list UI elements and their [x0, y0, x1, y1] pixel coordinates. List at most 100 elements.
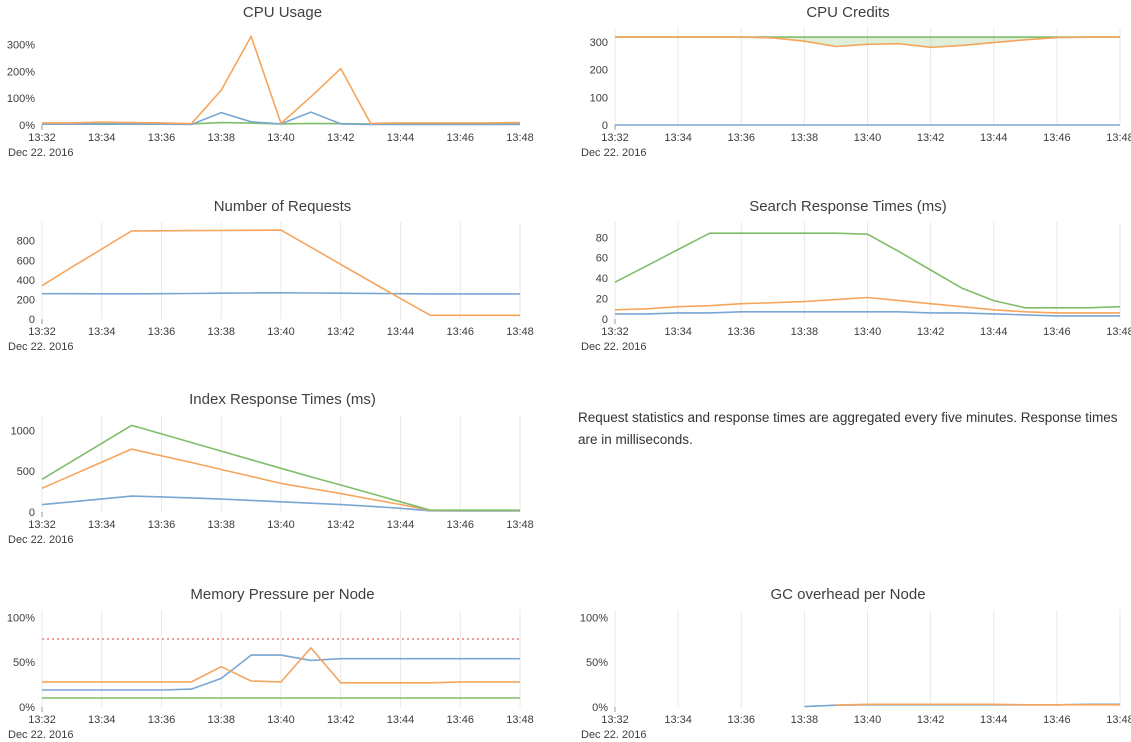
x-tick-label: 13:40 [267, 519, 295, 531]
y-tick-label: 300 [590, 37, 608, 49]
chart-plot: 0 200 400 600 800 13:32 13:34 13:36 13:38 13:40 13… [8, 222, 534, 353]
x-tick-label: 13:34 [664, 132, 692, 144]
x-tick-label: 13:40 [267, 326, 295, 338]
x-tick-label: 13:36 [148, 714, 176, 726]
series-line-orange [41, 229, 520, 317]
x-tick-label: 13:42 [327, 519, 355, 531]
date-label: Dec 22. 2016 [581, 729, 646, 741]
x-tick-label: 13:44 [387, 326, 415, 338]
y-tick-label: 200 [17, 294, 35, 306]
x-tick-label: 13:36 [727, 132, 755, 144]
x-tick-label: 13:34 [88, 326, 116, 338]
y-tick-label: 40 [596, 273, 608, 285]
x-tick-label: 13:32 [601, 132, 629, 144]
y-tick-label: 0% [19, 702, 35, 714]
x-tick-label: 13:34 [664, 326, 692, 338]
chart-plot: 0% 50% 100% 13:32 13:34 13:36 13:38 13:40 13:42 1… [580, 610, 1131, 741]
date-label: Dec 22. 2016 [8, 729, 73, 741]
chart-title: CPU Credits [806, 4, 890, 21]
x-tick-label: 13:44 [387, 132, 415, 144]
y-tick-label: 80 [596, 232, 608, 244]
series-line-blue [615, 311, 1120, 317]
x-tick-label: 13:42 [917, 714, 945, 726]
x-tick-label: 13:48 [1106, 326, 1131, 338]
x-tick-label: 13:36 [148, 326, 176, 338]
date-label: Dec 22. 2016 [8, 341, 73, 353]
chart-plot: 0% 50% 100% 13:32 13:34 13:36 13:38 13:40 13:42 1… [7, 610, 534, 741]
x-tick-label: 13:44 [980, 132, 1008, 144]
x-tick-label: 13:46 [446, 132, 474, 144]
x-tick-label: 13:42 [327, 326, 355, 338]
y-tick-label: 0 [602, 120, 608, 132]
chart-index-response-times: Index Response Times (ms) 0 500 1000 13:32 1… [0, 383, 565, 547]
x-tick-label: 13:36 [148, 519, 176, 531]
x-tick-label: 13:48 [506, 132, 534, 144]
y-tick-label: 100 [590, 92, 608, 104]
y-tick-label: 20 [596, 294, 608, 306]
y-tick-label: 0% [19, 120, 35, 132]
series-line-green [41, 424, 520, 511]
x-tick-label: 13:34 [88, 714, 116, 726]
date-label: Dec 22. 2016 [581, 341, 646, 353]
x-tick-label: 13:44 [387, 714, 415, 726]
x-tick-label: 13:34 [88, 519, 116, 531]
chart-memory-pressure-per-node: Memory Pressure per Node 0% 50% 100% 13:32 1… [0, 578, 565, 742]
x-tick-label: 13:46 [446, 714, 474, 726]
x-tick-label: 13:32 [28, 132, 56, 144]
chart-cpu-usage: CPU Usage 0% 100% 200% 300% 13:32 13:34 13:36 1… [0, 0, 565, 160]
x-tick-label: 13:46 [446, 519, 474, 531]
x-tick-label: 13:48 [506, 519, 534, 531]
y-tick-label: 200% [7, 66, 35, 78]
date-label: Dec 22. 2016 [8, 534, 73, 546]
x-tick-label: 13:38 [791, 326, 819, 338]
x-tick-label: 13:36 [148, 132, 176, 144]
y-tick-label: 1000 [11, 425, 35, 437]
chart-title: Number of Requests [213, 198, 352, 215]
x-tick-label: 13:40 [854, 132, 882, 144]
x-tick-label: 13:34 [88, 132, 116, 144]
x-tick-label: 13:44 [980, 714, 1008, 726]
x-tick-label: 13:46 [1043, 132, 1071, 144]
x-tick-label: 13:46 [446, 326, 474, 338]
series-line-orange [614, 296, 1120, 314]
y-tick-label: 60 [596, 253, 608, 265]
y-tick-label: 0 [602, 314, 608, 326]
y-tick-label: 300% [7, 39, 35, 51]
x-tick-label: 13:40 [854, 326, 882, 338]
x-tick-label: 13:32 [28, 714, 56, 726]
x-tick-label: 13:48 [506, 714, 534, 726]
x-tick-label: 13:32 [28, 519, 56, 531]
chart-gc-overhead-per-node: GC overhead per Node 0% 50% 100% 13:32 13:34… [565, 578, 1131, 742]
x-tick-label: 13:32 [601, 326, 629, 338]
note-text: Request statistics and response times ar… [578, 410, 1118, 448]
chart-title: Index Response Times (ms) [189, 391, 376, 408]
x-tick-label: 13:38 [207, 519, 235, 531]
chart-plot: 0% 100% 200% 300% 13:32 13:34 13:36 13:38 13:40 1… [7, 35, 534, 159]
series-line-orange [615, 36, 1120, 49]
x-tick-label: 13:34 [664, 714, 692, 726]
x-tick-label: 13:42 [917, 132, 945, 144]
x-tick-label: 13:48 [506, 326, 534, 338]
x-tick-label: 13:40 [854, 714, 882, 726]
y-tick-label: 100% [580, 612, 608, 624]
x-tick-label: 13:48 [1106, 714, 1131, 726]
x-tick-label: 13:38 [207, 714, 235, 726]
date-label: Dec 22. 2016 [8, 147, 73, 159]
y-tick-label: 600 [17, 255, 35, 267]
series-line-blue [42, 654, 520, 691]
x-tick-label: 13:46 [1043, 326, 1071, 338]
x-tick-label: 13:44 [387, 519, 415, 531]
series-line-orange [42, 35, 521, 125]
chart-number-of-requests: Number of Requests 0 200 400 600 800 13:32 13:… [0, 190, 565, 354]
y-tick-label: 50% [586, 657, 608, 669]
x-tick-label: 13:42 [327, 714, 355, 726]
series-line-orange [42, 647, 520, 684]
x-tick-label: 13:32 [28, 326, 56, 338]
y-tick-label: 100% [7, 93, 35, 105]
chart-title: CPU Usage [242, 4, 323, 21]
y-tick-label: 0 [29, 314, 35, 326]
y-tick-label: 0 [29, 507, 35, 519]
chart-plot: 0 500 1000 13:32 13:34 13:36 13:38 13:40 13:42 13… [8, 415, 534, 546]
y-tick-label: 0% [592, 702, 608, 714]
y-tick-label: 100% [7, 612, 35, 624]
